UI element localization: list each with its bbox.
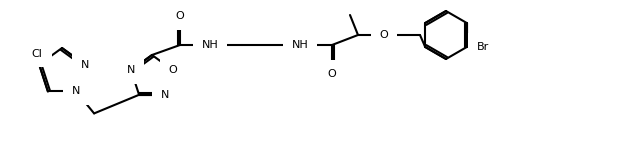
Text: NH: NH (202, 40, 218, 50)
Text: Br: Br (477, 42, 489, 52)
Text: N: N (161, 90, 169, 100)
Text: O: O (168, 65, 177, 75)
Text: O: O (380, 30, 388, 40)
Text: Cl: Cl (32, 49, 43, 59)
Text: NH: NH (292, 40, 308, 50)
Text: O: O (328, 69, 337, 79)
Text: O: O (175, 11, 184, 21)
Text: N: N (81, 60, 89, 70)
Text: N: N (72, 86, 80, 96)
Text: N: N (127, 65, 135, 75)
